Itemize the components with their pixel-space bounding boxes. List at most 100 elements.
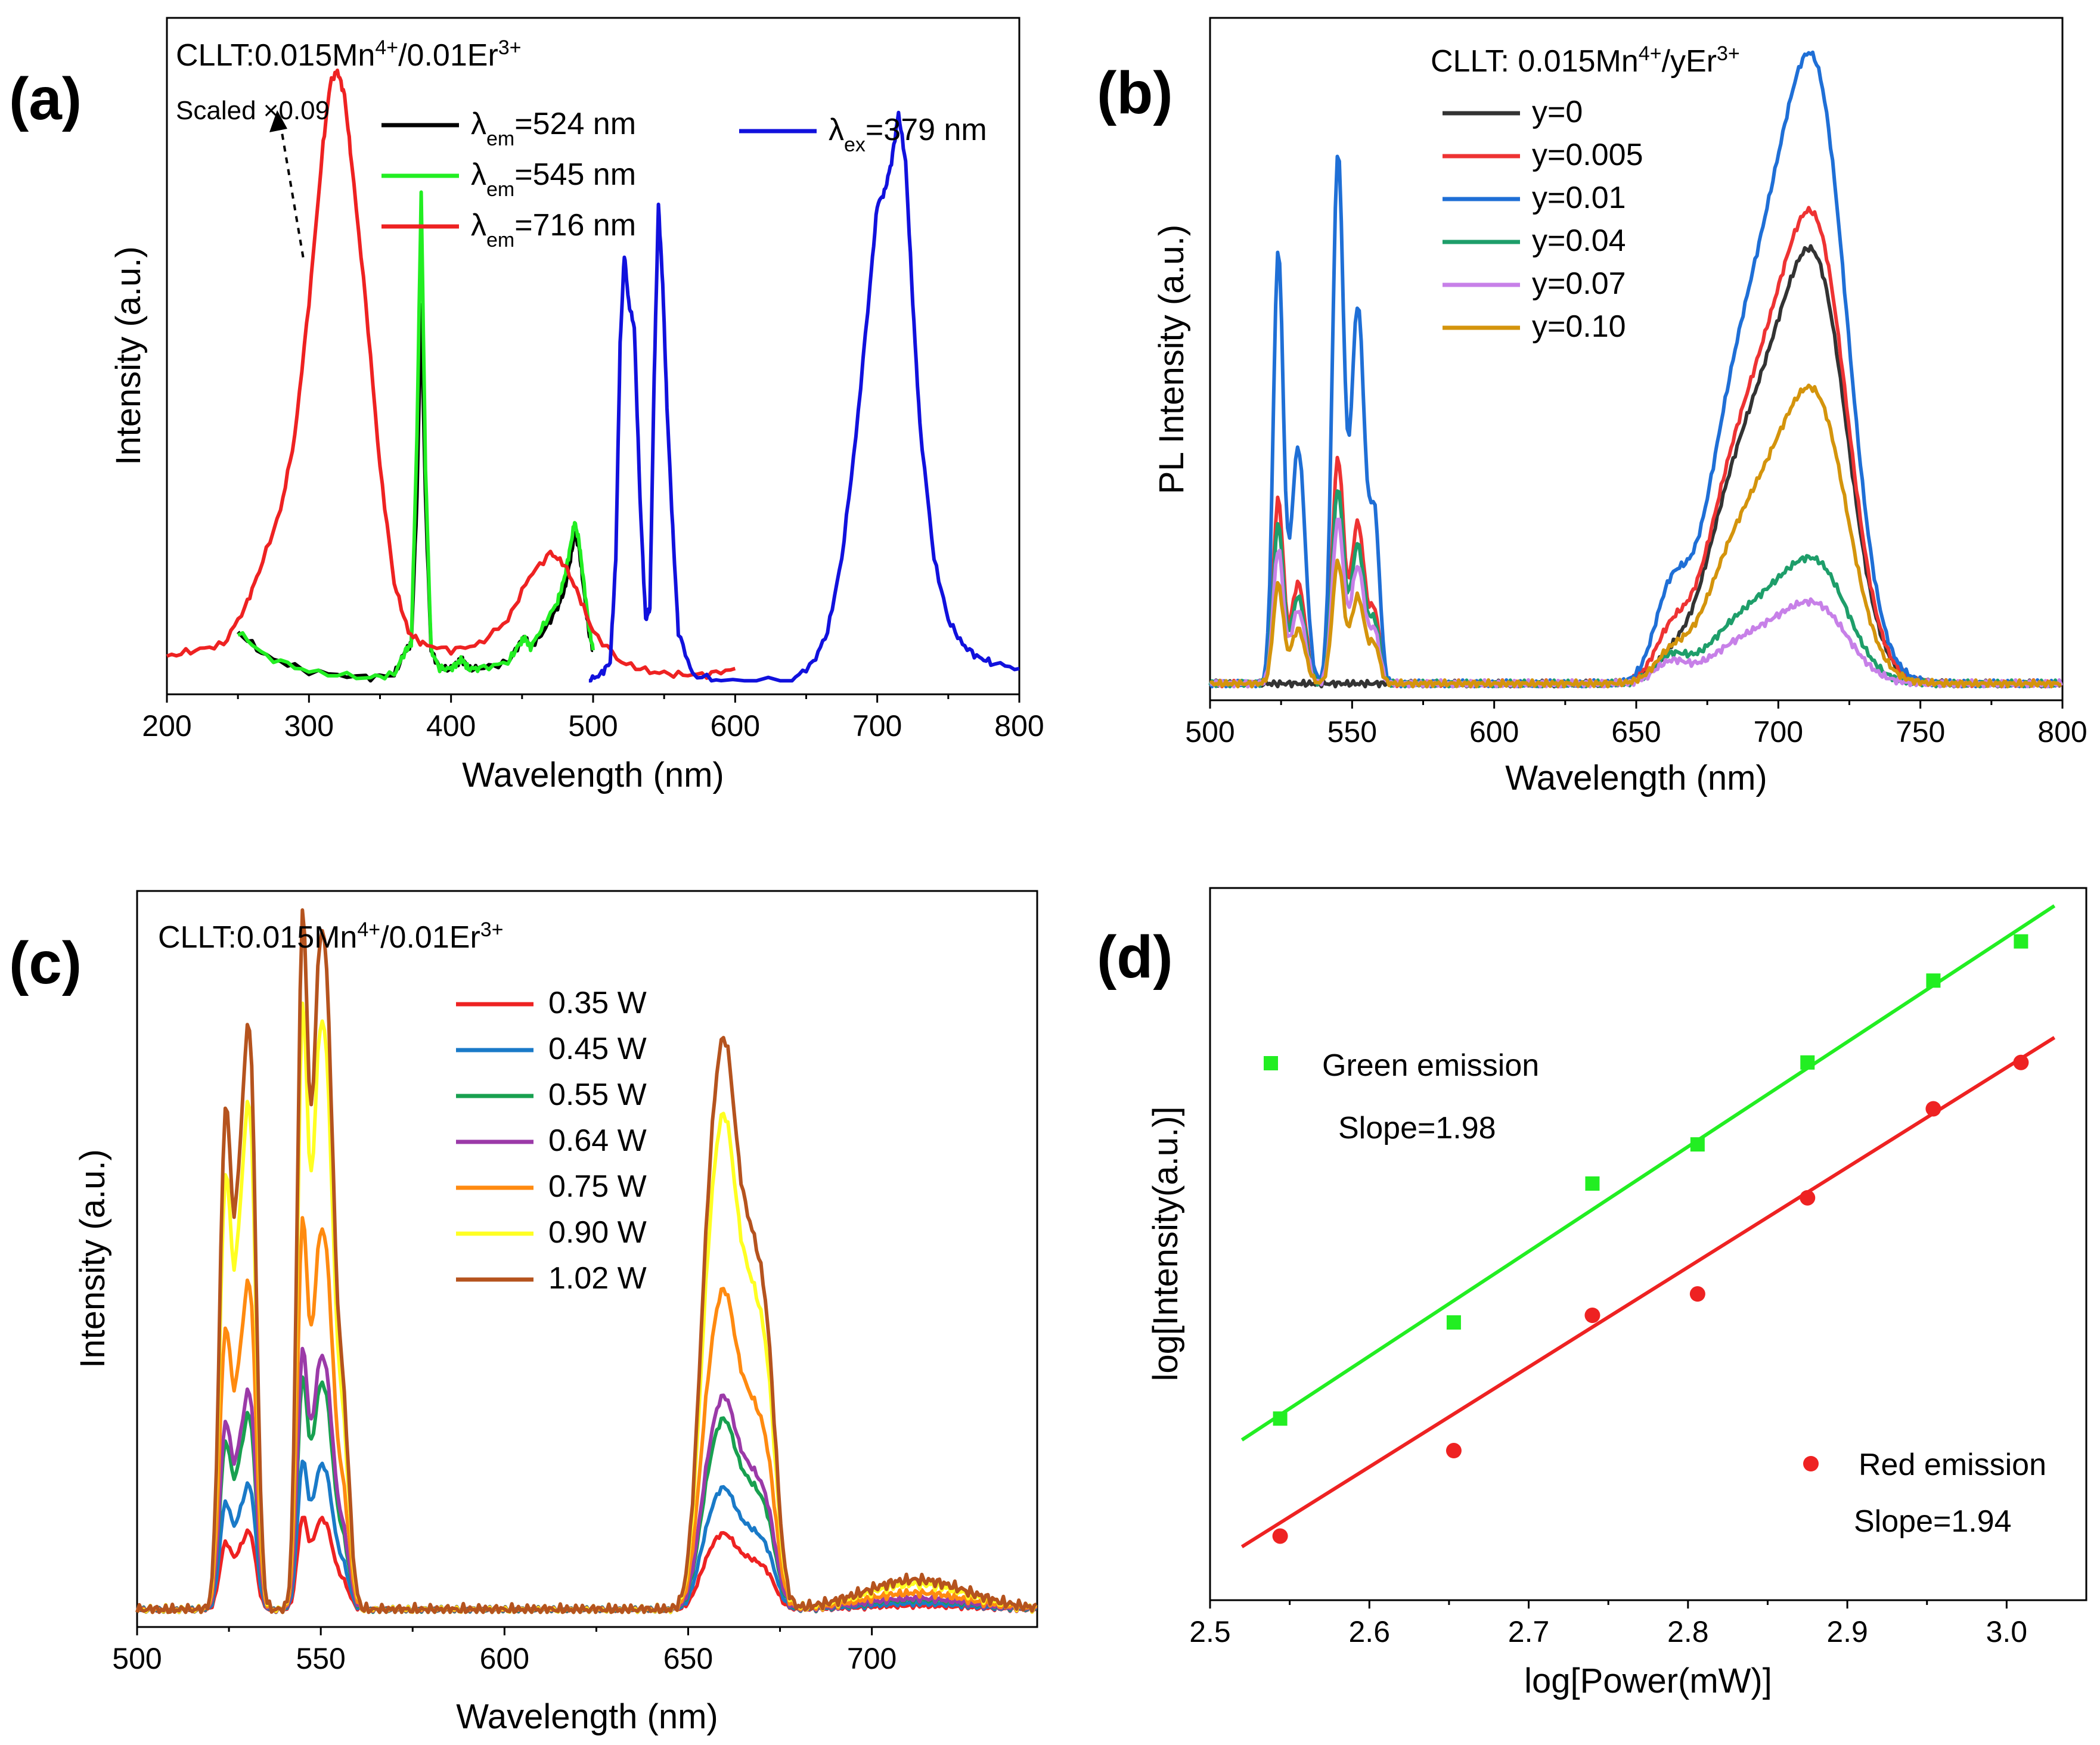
legend-label: 0.64 W	[548, 1123, 647, 1158]
data-point-green	[1273, 1411, 1288, 1426]
x-tick-label: 2.6	[1349, 1615, 1391, 1648]
panel-c-annotation: CLLT:0.015Mn4+/0.01Er3+	[158, 918, 504, 955]
x-tick-label: 700	[1754, 715, 1803, 749]
legend-label: 0.45 W	[548, 1032, 647, 1066]
panel-d-ticks: 2.5 2.6 2.7 2.8 2.9 3.0	[1189, 1600, 2027, 1648]
series-line-1	[237, 190, 595, 681]
data-point-red	[1272, 1528, 1288, 1544]
legend-label: 0.75 W	[548, 1169, 647, 1204]
legend-label: λem=524 nm	[471, 107, 636, 150]
data-point-green	[1585, 1176, 1600, 1191]
x-tick-label: 300	[284, 709, 334, 743]
series-line-5	[1209, 383, 2062, 689]
legend-value: =524 nm	[514, 107, 636, 141]
x-tick-label: 600	[711, 709, 760, 743]
series-line-3	[135, 1346, 1038, 1614]
legend-value: =716 nm	[514, 208, 636, 243]
annotation-segment: /yEr	[1662, 44, 1717, 79]
data-point-red	[1446, 1443, 1462, 1459]
data-point-green	[2014, 934, 2028, 949]
superscript: 3+	[498, 36, 522, 59]
legend-label: λem=545 nm	[471, 157, 636, 201]
superscript: 4+	[375, 36, 398, 59]
panel-d-legend: Green emission Slope=1.98 Red emission Slop…	[1264, 1048, 2046, 1539]
panel-a-label: (a)	[9, 66, 82, 132]
x-tick-label: 3.0	[1986, 1615, 2028, 1648]
x-tick-label: 400	[426, 709, 476, 743]
legend-label: y=0.04	[1532, 223, 1626, 258]
legend-label: λem=716 nm	[471, 208, 636, 251]
panel-d-label: (d)	[1097, 924, 1173, 991]
superscript: 3+	[1717, 42, 1740, 65]
panel-a-ticks: 200 300 400 500 600 700 800	[142, 694, 1044, 743]
legend-subscript: ex	[844, 133, 866, 156]
x-tick-label: 2.7	[1508, 1615, 1550, 1648]
legend-label: 1.02 W	[548, 1261, 647, 1296]
panel-c-xlabel: Wavelength (nm)	[456, 1697, 718, 1736]
data-point-green	[1690, 1137, 1705, 1152]
annotation-segment: /0.01Er	[398, 38, 498, 73]
data-point-red	[1925, 1101, 1941, 1117]
series-line-6	[135, 908, 1038, 1614]
data-point-green	[1446, 1315, 1461, 1330]
x-tick-label: 550	[296, 1642, 345, 1675]
legend-label: y=0.10	[1532, 309, 1626, 344]
annotation-segment: /0.01Er	[380, 920, 480, 955]
legend-label: 0.55 W	[548, 1078, 647, 1112]
panel-d-frame	[1209, 887, 2087, 1601]
annotation-segment: CLLT:0.015Mn	[158, 920, 357, 955]
panel-d-xlabel: log[Power(mW)]	[1524, 1662, 1772, 1700]
series-line-3	[588, 110, 1020, 683]
series-line-4	[1209, 517, 2063, 689]
superscript: 4+	[1639, 42, 1662, 65]
legend-label: 0.35 W	[548, 986, 647, 1020]
panel-b-xlabel: Wavelength (nm)	[1505, 759, 1767, 797]
panel-a-annotation: CLLT:0.015Mn4+/0.01Er3+	[176, 36, 522, 73]
series-line-1	[137, 1460, 1037, 1614]
superscript: 4+	[357, 918, 380, 941]
panel-c-ylabel: Intensity (a.u.)	[73, 1149, 112, 1368]
legend-subscript: em	[486, 229, 514, 251]
panel-b-legend: y=0 y=0.005 y=0.01 y=0.04 y=0.07 y=0.10	[1443, 95, 1643, 344]
legend-label: y=0	[1532, 95, 1583, 129]
panel-b-plot	[1208, 50, 2063, 689]
x-tick-label: 650	[1611, 715, 1661, 749]
legend-lambda: λ	[471, 107, 486, 141]
legend-lambda: λ	[471, 208, 486, 243]
panel-a-plot	[166, 69, 1020, 683]
annotation-segment: CLLT:0.015Mn	[176, 38, 375, 73]
fit-line-1	[1240, 1036, 2056, 1548]
data-point-red	[1689, 1286, 1705, 1302]
series-line-2	[136, 1375, 1038, 1614]
legend-subscript: em	[486, 128, 514, 150]
x-tick-label: 650	[663, 1642, 713, 1675]
legend-label: 0.90 W	[548, 1215, 647, 1250]
legend-marker-red	[1803, 1456, 1819, 1471]
x-tick-label: 600	[1469, 715, 1519, 749]
legend-label-red: Red emission	[1859, 1448, 2046, 1482]
legend-label: y=0.01	[1532, 181, 1626, 215]
x-tick-label: 800	[994, 709, 1044, 743]
x-tick-label: 500	[112, 1642, 162, 1675]
slope-label-red: Slope=1.94	[1854, 1504, 2012, 1539]
panel-a-xlabel: Wavelength (nm)	[462, 756, 724, 794]
x-tick-label: 200	[142, 709, 191, 743]
x-tick-label: 2.9	[1826, 1615, 1868, 1648]
x-tick-label: 550	[1327, 715, 1377, 749]
x-tick-label: 700	[852, 709, 902, 743]
legend-subscript: em	[486, 178, 514, 201]
x-tick-label: 500	[1185, 715, 1234, 749]
legend-label-green: Green emission	[1322, 1048, 1539, 1083]
panel-c-legend: 0.35 W 0.45 W 0.55 W 0.64 W 0.75 W 0.90 W 1.02…	[456, 986, 647, 1296]
legend-lambda: λ	[829, 113, 844, 147]
legend-marker-green	[1264, 1056, 1278, 1070]
panel-b-ylabel: PL Intensity (a.u.)	[1152, 225, 1191, 494]
legend-label: λex=379 nm	[829, 113, 987, 156]
series-line-2	[166, 69, 736, 680]
panel-c-label: (c)	[9, 930, 82, 996]
legend-lambda: λ	[471, 157, 486, 192]
panel-d: (d) 2.5 2.6 2.7 2.8 2.9 3.0 Green emission Slo…	[1097, 887, 2087, 1700]
x-tick-label: 600	[480, 1642, 529, 1675]
